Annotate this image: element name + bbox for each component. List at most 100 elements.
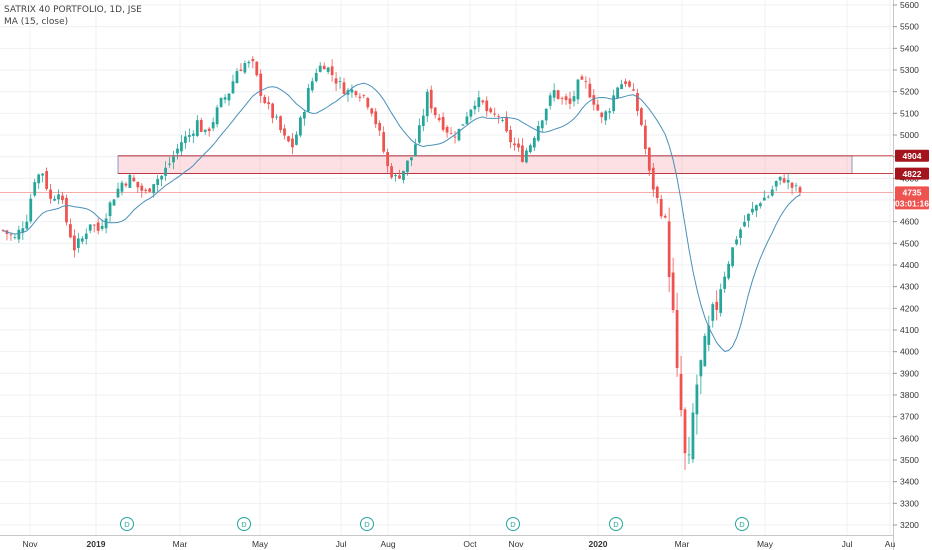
candle-body [271,103,275,119]
moving-average-line [2,82,801,352]
price-tick-label: 3200 [900,520,919,530]
candle-body [25,221,29,229]
candle-body [144,189,148,191]
candle-body [421,115,425,127]
candle-body [263,96,267,103]
candle-body [540,120,544,129]
candle-body [362,94,366,96]
candle-body [140,185,144,191]
candle-body [794,185,798,187]
horizontal-levels[interactable] [0,155,893,193]
candle-body [314,72,318,82]
price-tick-label: 3900 [900,368,919,378]
candle-body [691,412,695,460]
candle-body [572,96,576,102]
dividend-marker-label: D [510,520,516,529]
dividend-marker: D [237,517,251,531]
candle-body [739,229,742,238]
candle-body [461,124,465,126]
dividend-marker-circle [735,517,749,531]
dividend-marker: D [360,517,374,531]
candle-body [386,152,390,167]
candle-body [124,183,128,186]
dividend-marker-circle [237,517,251,531]
candle-body [45,171,48,189]
dividend-marker-circle [609,517,623,531]
candle-body [600,112,604,118]
candle-body [735,239,738,245]
candles [1,56,802,470]
candle-body [636,93,639,112]
candle-body [477,97,481,108]
price-tick-label: 4300 [900,282,919,292]
candle-body [306,88,310,112]
candle-body [616,87,619,98]
candle-body [53,198,56,201]
candle-body [552,90,556,98]
price-tick-label: 3300 [900,498,919,508]
price-tick-label: 5200 [900,87,919,97]
candle-body [731,247,734,267]
resistance-zone[interactable] [117,155,853,174]
candle-body [148,188,152,192]
candle-body [663,215,667,218]
candle-body [342,82,346,94]
candle-body [49,189,52,199]
candle-body [302,112,306,119]
candle-body [679,373,683,411]
candle-body [560,97,564,99]
price-tick-label: 4500 [900,238,919,248]
candle-body [199,119,203,132]
time-tick-label: Oct [463,539,477,549]
candle-body [778,176,782,181]
time-tick-label: Mar [173,539,188,549]
candle-body [231,81,235,94]
candle-body [465,116,469,124]
candle-body [354,91,358,96]
candle-body [239,69,243,72]
price-tag-last: 4735 [903,188,922,198]
candle-body [751,208,754,213]
price-tick-label: 5600 [900,0,919,10]
candle-body [65,197,68,223]
candle-body [374,111,378,125]
candle-body [322,65,326,70]
candle-body [164,167,167,176]
price-tick-label: 3800 [900,390,919,400]
dividend-marker-label: D [613,520,619,529]
candle-body [21,228,25,233]
candle-body [299,117,302,136]
candle-body [187,134,191,137]
legend-title: SATRIX 40 PORTFOLIO, 1D, JSE [4,5,142,15]
candle-body [695,384,699,415]
candle-body [798,187,802,193]
candle-body [469,109,473,117]
price-tick-label: 5500 [900,22,919,32]
candle-body [33,182,37,196]
candle-body [719,289,723,313]
candle-body [406,160,409,173]
candle-body [176,148,179,154]
candle-body [172,156,175,163]
candle-body [445,126,449,133]
price-tick-label: 5400 [900,43,919,53]
candle-body [413,144,417,156]
candle-body [782,178,786,183]
candle-body [525,150,528,163]
candle-body [378,123,382,131]
dividend-marker-label: D [364,520,370,529]
candle-body [394,175,397,177]
candle-body [235,71,239,84]
candle-body [485,100,489,112]
candle-body [100,225,104,229]
time-tick-label: Jul [336,539,347,549]
candle-body [521,145,524,162]
candle-body [195,120,199,136]
candle-body [92,224,96,226]
candle-body [334,78,338,84]
price-tag-upper-bg [895,149,929,162]
candle-body [251,58,255,62]
time-axis[interactable]: Nov 2019 Mar May Jul Aug Oct Nov 2020 Mar May Jul Au [0,535,895,550]
price-axis[interactable]: 3200 3300 3400 3500 3600 3700 3800 3900 4000 4100… [893,0,932,550]
